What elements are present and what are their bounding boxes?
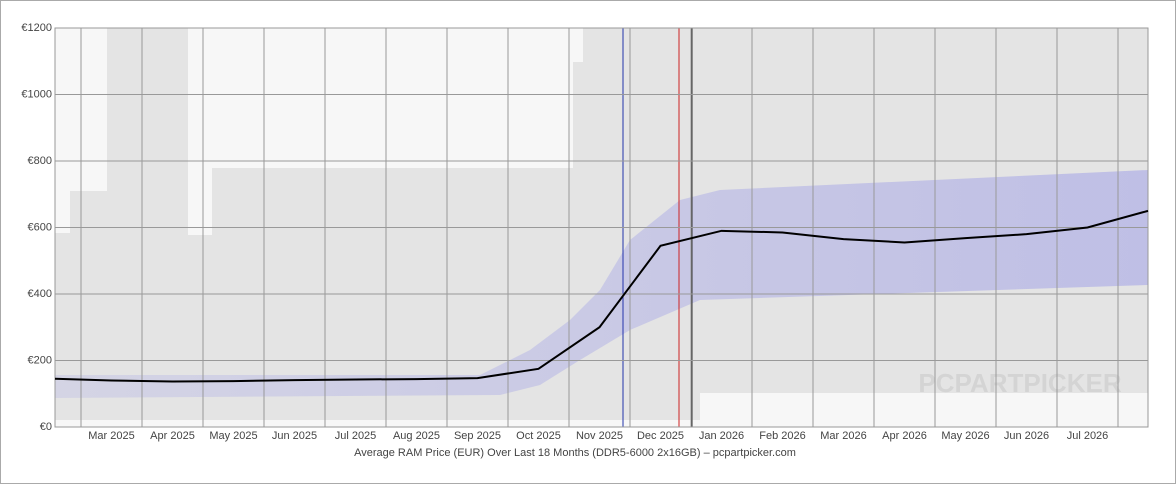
x-tick-label: Aug 2025 bbox=[393, 430, 440, 442]
y-tick-label: €1200 bbox=[21, 22, 52, 34]
x-tick-label: Mar 2025 bbox=[88, 430, 134, 442]
y-tick-label: €400 bbox=[28, 288, 52, 300]
watermark: PCPARTPICKER bbox=[918, 368, 1121, 398]
x-tick-label: Feb 2026 bbox=[759, 430, 805, 442]
x-tick-label: Jun 2025 bbox=[272, 430, 317, 442]
x-tick-label: Jun 2026 bbox=[1004, 430, 1049, 442]
x-tick-label: Dec 2025 bbox=[637, 430, 684, 442]
price-range bbox=[55, 28, 1148, 420]
y-tick-label: €0 bbox=[40, 421, 52, 433]
x-tick-label: May 2025 bbox=[209, 430, 257, 442]
x-tick-label: Jul 2026 bbox=[1067, 430, 1109, 442]
x-tick-label: Nov 2025 bbox=[576, 430, 623, 442]
y-tick-label: €200 bbox=[28, 354, 52, 366]
average-price-line bbox=[54, 209, 1149, 383]
axis-title: Average RAM Price (EUR) Over Last 18 Mon… bbox=[354, 447, 796, 459]
x-tick-label: May 2026 bbox=[941, 430, 989, 442]
x-tick-label: Apr 2026 bbox=[882, 430, 927, 442]
y-tick-label: €800 bbox=[28, 155, 52, 167]
x-tick-label: Oct 2025 bbox=[516, 430, 561, 442]
x-tick-label: Mar 2026 bbox=[820, 430, 866, 442]
y-tick-label: €600 bbox=[28, 221, 52, 233]
x-tick-label: Sep 2025 bbox=[454, 430, 501, 442]
x-tick-label: Jan 2026 bbox=[699, 430, 744, 442]
y-tick-label: €1000 bbox=[21, 88, 52, 100]
x-tick-label: Jul 2025 bbox=[335, 430, 377, 442]
x-tick-label: Apr 2025 bbox=[150, 430, 195, 442]
